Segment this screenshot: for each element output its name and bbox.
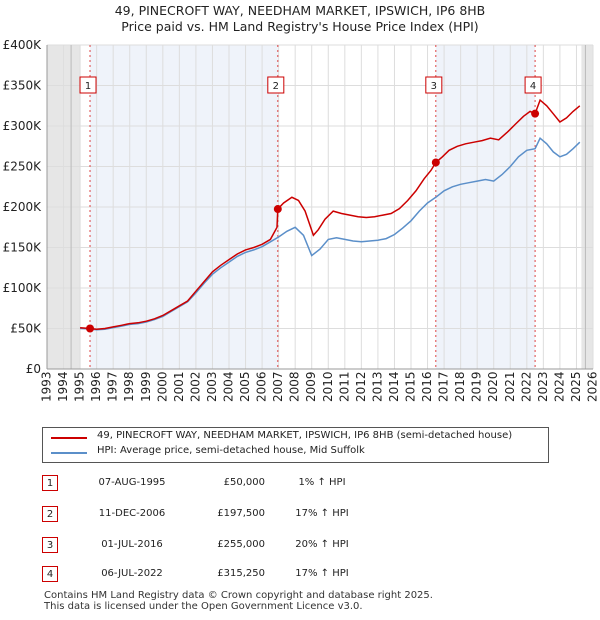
x-tick-label: 2015	[404, 371, 418, 402]
footer-attribution: Contains HM Land Registry data © Crown c…	[44, 590, 433, 612]
chart-title-line2: Price paid vs. HM Land Registry's House …	[121, 19, 479, 34]
x-tick-label: 2024	[552, 371, 566, 402]
transaction-label: 1	[85, 81, 91, 92]
transaction-point	[531, 109, 540, 118]
x-tick-label: 1993	[40, 371, 54, 402]
transaction-label: 4	[530, 81, 536, 92]
transaction-label-box	[79, 76, 97, 94]
x-tick-label: 2000	[155, 371, 169, 402]
transaction-label: 3	[431, 81, 437, 92]
x-tick-label: 2018	[453, 371, 467, 402]
x-tick-label: 2008	[288, 371, 302, 402]
price-chart: £0 £50K £100K £150K £200K £250K £300K £350K £400…	[3, 38, 600, 402]
x-tick-label: 2009	[304, 371, 318, 402]
x-tick-label: 2003	[205, 371, 219, 402]
transaction-label-box	[524, 76, 542, 94]
footer-licence: This data is licensed under the Open Gov…	[44, 601, 363, 612]
x-tick-label: 2022	[519, 371, 533, 402]
table-row: 4 06-JUL-2022 £315,250 17% ↑ HPI	[42, 566, 462, 586]
y-tick-label: £400K	[3, 38, 43, 52]
x-tick-label: 1995	[73, 371, 87, 402]
transaction-price: £255,000	[217, 539, 265, 550]
table-row: 2 11-DEC-2006 £197,500 17% ↑ HPI	[42, 506, 462, 526]
x-tick-label: 2002	[188, 371, 202, 402]
y-tick-label: £100K	[3, 281, 43, 295]
transaction-point	[431, 158, 440, 167]
x-tick-label: 2007	[271, 371, 285, 402]
transaction-hpi-change: 20% ↑ HPI	[295, 539, 349, 550]
legend-label-property: 49, PINECROFT WAY, NEEDHAM MARKET, IPSWI…	[97, 430, 513, 441]
x-tick-label: 1996	[89, 371, 103, 402]
footer-copyright: Contains HM Land Registry data © Crown c…	[44, 590, 433, 601]
legend-label-hpi: HPI: Average price, semi-detached house,…	[97, 445, 365, 456]
transaction-label-box	[425, 76, 443, 94]
transaction-price: £50,000	[223, 477, 265, 488]
transaction-badge: 1	[42, 475, 58, 491]
x-tick-label: 2010	[321, 371, 335, 402]
y-tick-label: £200K	[3, 200, 43, 214]
legend-swatch-hpi	[51, 452, 87, 454]
transaction-date: 11-DEC-2006	[98, 508, 166, 519]
x-tick-label: 1999	[139, 371, 153, 402]
x-tick-label: 2025	[569, 371, 583, 402]
table-row: 1 07-AUG-1995 £50,000 1% ↑ HPI	[42, 475, 462, 495]
transaction-date: 01-JUL-2016	[101, 539, 163, 550]
transaction-price: £315,250	[217, 568, 265, 579]
x-tick-label: 2006	[255, 371, 269, 402]
transaction-price: £197,500	[217, 508, 265, 519]
transaction-label: 2	[273, 81, 279, 92]
x-tick-label: 1994	[56, 371, 70, 402]
legend-swatch-property	[51, 437, 87, 439]
table-row: 3 01-JUL-2016 £255,000 20% ↑ HPI	[42, 537, 462, 557]
property-series-line	[80, 98, 581, 331]
y-tick-label: £0	[26, 362, 41, 376]
transaction-date: 06-JUL-2022	[101, 568, 163, 579]
x-tick-label: 1998	[122, 371, 136, 402]
x-tick-label: 2005	[238, 371, 252, 402]
x-tick-label: 1997	[106, 371, 120, 402]
transaction-hpi-change: 17% ↑ HPI	[295, 508, 349, 519]
chart-legend: 49, PINECROFT WAY, NEEDHAM MARKET, IPSWI…	[42, 427, 549, 463]
y-tick-label: £150K	[3, 241, 43, 255]
transaction-date: 07-AUG-1995	[98, 477, 166, 488]
transaction-hpi-change: 1% ↑ HPI	[298, 477, 346, 488]
transaction-point	[86, 324, 95, 333]
x-tick-label: 2016	[420, 371, 434, 402]
transaction-badge: 3	[42, 537, 58, 553]
y-tick-label: £50K	[10, 322, 42, 336]
transaction-point	[273, 205, 282, 214]
x-tick-label: 2011	[337, 371, 351, 402]
x-tick-label: 2004	[222, 371, 236, 402]
transaction-hpi-change: 17% ↑ HPI	[295, 568, 349, 579]
x-tick-label: 2021	[503, 371, 517, 402]
x-tick-label: 2020	[486, 371, 500, 402]
transaction-badge: 2	[42, 506, 58, 522]
y-tick-label: £300K	[3, 119, 43, 133]
x-tick-label: 2026	[586, 371, 600, 402]
chart-title-line1: 49, PINECROFT WAY, NEEDHAM MARKET, IPSWI…	[114, 3, 486, 18]
hpi-series-line	[80, 136, 581, 331]
transaction-label-box	[267, 76, 285, 94]
x-tick-label: 2001	[172, 371, 186, 402]
x-tick-label: 2019	[470, 371, 484, 402]
y-tick-label: £250K	[3, 160, 43, 174]
x-tick-label: 2013	[370, 371, 384, 402]
x-tick-label: 2014	[387, 371, 401, 402]
x-tick-label: 2017	[437, 371, 451, 402]
x-tick-label: 2023	[536, 371, 550, 402]
y-tick-label: £350K	[3, 79, 43, 93]
x-tick-label: 2012	[354, 371, 368, 402]
transaction-badge: 4	[42, 566, 58, 582]
